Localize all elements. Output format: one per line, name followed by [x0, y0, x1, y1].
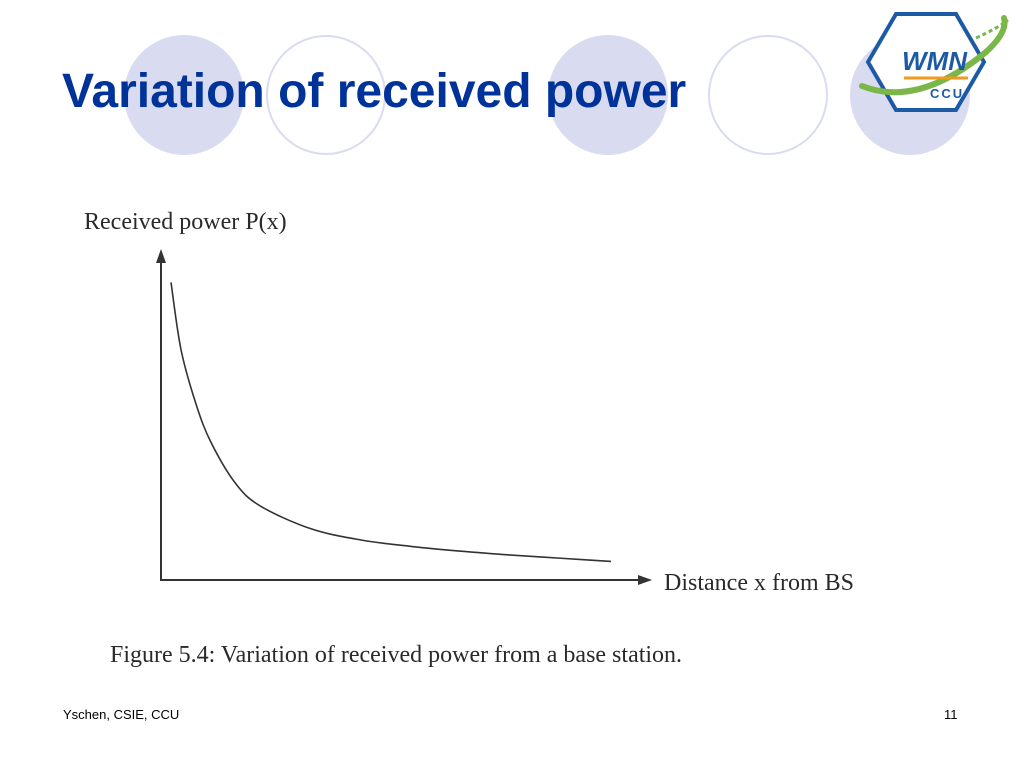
decorative-circle [124, 35, 244, 155]
y-axis-arrowhead [156, 249, 166, 263]
page-number: 11 [944, 707, 958, 722]
figure-caption: Figure 5.4: Variation of received power … [110, 642, 682, 668]
logo-main-text: WMN [902, 46, 968, 76]
x-axis-arrowhead [638, 575, 652, 585]
slide-title: Variation of received power [62, 65, 687, 118]
y-axis-label: Received power P(x) [84, 209, 287, 235]
decorative-circle [708, 35, 828, 155]
power-decay-curve [170, 282, 612, 563]
decorative-circle [266, 35, 386, 155]
footer-author: Yschen, CSIE, CCU [63, 707, 180, 722]
x-axis-label: Distance x from BS [664, 570, 854, 596]
logo-sub-text: CCU [930, 86, 964, 101]
wmn-ccu-logo: WMN CCU [859, 12, 1009, 112]
decorative-circle [548, 35, 668, 155]
